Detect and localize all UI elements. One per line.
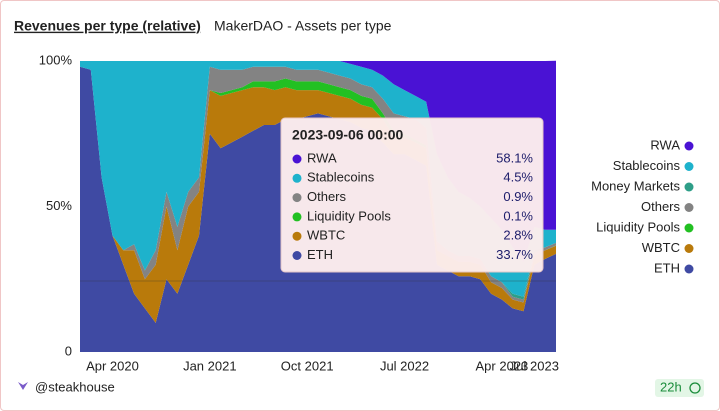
x-tick-label: Apr 2020 xyxy=(86,358,139,373)
legend-dot xyxy=(684,223,694,233)
tooltip-value: 2.8% xyxy=(503,228,533,243)
tooltip-name: ETH xyxy=(307,247,333,262)
tooltip-dot xyxy=(292,193,302,203)
tooltip-dot xyxy=(292,154,302,164)
tab[interactable]: MakerDAO - Assets per type xyxy=(214,18,392,34)
tooltip-dot xyxy=(292,212,302,222)
active-tab[interactable]: Revenues per type (relative) xyxy=(14,18,201,34)
tooltip-name: WBTC xyxy=(307,228,345,243)
legend-dot xyxy=(684,182,694,192)
tooltip-dot xyxy=(292,231,302,241)
tooltip-dot xyxy=(292,251,302,260)
logo xyxy=(18,382,28,390)
legend-label: Stablecoins xyxy=(613,158,681,173)
author[interactable]: @steakhouse xyxy=(35,379,115,394)
x-tick-label: Jul 2023 xyxy=(510,358,559,373)
tooltip-dot xyxy=(292,173,302,183)
x-tick-label: Apr 2023 xyxy=(476,358,529,373)
age: 22h xyxy=(660,379,682,394)
legend-label: Liquidity Pools xyxy=(596,219,680,234)
tooltip-value: 4.5% xyxy=(503,170,533,185)
tooltip-name: Others xyxy=(307,189,347,204)
legend-dot xyxy=(684,141,694,151)
y-tick-label: 50% xyxy=(46,198,72,213)
tooltip-name: RWA xyxy=(307,150,337,165)
y-tick-label: 100% xyxy=(39,52,73,67)
legend-label: Money Markets xyxy=(591,178,680,193)
tooltip-name: Stablecoins xyxy=(307,170,375,185)
legend-dot xyxy=(684,264,694,274)
tooltip-value: 58.1% xyxy=(496,150,533,165)
x-tick-label: Jan 2021 xyxy=(183,358,237,373)
tooltip-value: 0.1% xyxy=(503,208,533,223)
legend-dot xyxy=(684,244,694,253)
legend-label: WBTC xyxy=(642,240,680,255)
y-tick-label: 0 xyxy=(65,343,72,358)
check-icon xyxy=(689,382,701,394)
tooltip-box xyxy=(280,117,544,273)
legend-label: Others xyxy=(641,199,681,214)
legend-label: ETH xyxy=(654,260,680,275)
x-tick-label: Jul 2022 xyxy=(380,358,429,373)
area xyxy=(80,60,556,262)
tooltip-value: 33.7% xyxy=(496,247,533,262)
x-tick-label: Oct 2021 xyxy=(281,358,334,373)
legend-label: RWA xyxy=(650,137,680,152)
legend-dot xyxy=(684,203,694,212)
legend-dot xyxy=(684,162,694,171)
tooltip-name: Liquidity Pools xyxy=(307,208,391,223)
tooltip-title: 2023-09-06 00:00 xyxy=(292,127,404,143)
tooltip-value: 0.9% xyxy=(503,189,533,204)
